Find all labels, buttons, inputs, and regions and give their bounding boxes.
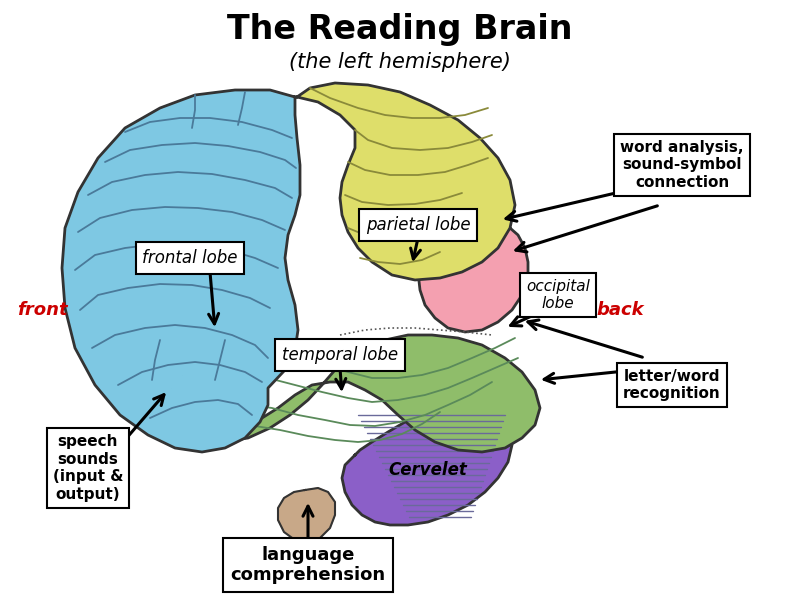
Text: back: back bbox=[596, 301, 644, 319]
Text: temporal lobe: temporal lobe bbox=[282, 346, 398, 364]
Text: frontal lobe: frontal lobe bbox=[142, 249, 238, 267]
Polygon shape bbox=[418, 215, 528, 332]
Polygon shape bbox=[342, 405, 512, 525]
Text: The Reading Brain: The Reading Brain bbox=[227, 14, 573, 47]
Text: Cervelet: Cervelet bbox=[389, 461, 467, 479]
Text: parietal lobe: parietal lobe bbox=[366, 216, 470, 234]
Polygon shape bbox=[278, 488, 335, 542]
Text: word analysis,
sound-symbol
connection: word analysis, sound-symbol connection bbox=[620, 140, 744, 190]
Polygon shape bbox=[62, 90, 300, 452]
Text: speech
sounds
(input &
output): speech sounds (input & output) bbox=[53, 435, 123, 501]
Text: letter/word
recognition: letter/word recognition bbox=[623, 369, 721, 401]
Polygon shape bbox=[148, 335, 540, 452]
Text: occipital
lobe: occipital lobe bbox=[526, 279, 590, 311]
Text: front: front bbox=[17, 301, 67, 319]
Text: (the left hemisphere): (the left hemisphere) bbox=[289, 52, 511, 72]
Polygon shape bbox=[297, 83, 515, 280]
Text: language
comprehension: language comprehension bbox=[230, 546, 386, 584]
